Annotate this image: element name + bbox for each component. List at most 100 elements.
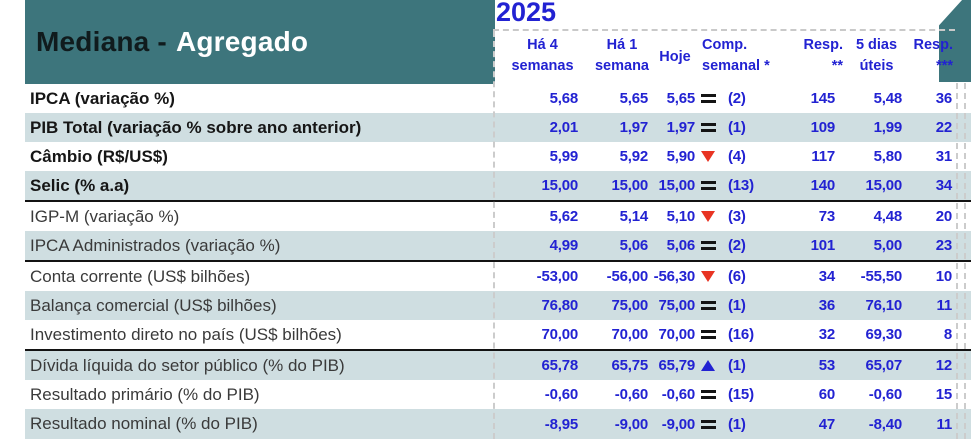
value-today: -56,30 [653, 268, 696, 285]
table-row: Resultado primário (% do PIB) -0,60 -0,60-… [25, 380, 971, 409]
value-5-business-days: 69,30 [865, 326, 902, 343]
column-header-today: Hoje [659, 49, 691, 65]
column-header-4-weeks-ago: Há 4 semanas [511, 37, 574, 74]
respondents-count: 101 [810, 237, 836, 254]
respondents-count: 34 [818, 268, 835, 285]
value-1-week-ago: 15,00 [611, 177, 648, 194]
indicator-label: Investimento direto no país (US$ bilhões… [30, 324, 342, 344]
table-row: Câmbio (R$/US$) 5,99 5,92 5,90 (4) 117 5,80 31 [25, 142, 971, 171]
respondents-5-days-count: 11 [936, 415, 953, 433]
value-4-weeks-ago: 2,01 [549, 119, 579, 136]
arrow-down-icon [701, 211, 715, 222]
comparison-icon-cell [695, 390, 721, 399]
weekly-comparison-count: (4) [728, 148, 746, 165]
equal-icon [700, 301, 716, 310]
indicator-label: Dívida líquida do setor público (% do PI… [30, 355, 345, 375]
value-4-weeks-ago: 5,62 [549, 208, 579, 225]
indicator-label: Resultado nominal (% do PIB) [30, 414, 258, 433]
value-4-weeks-ago: -53,00 [536, 268, 579, 285]
value-4-weeks-ago: 76,80 [541, 297, 578, 314]
respondents-count: 53 [818, 357, 835, 374]
indicator-label: Conta corrente (US$ bilhões) [30, 266, 251, 286]
comparison-icon-cell [695, 211, 721, 222]
weekly-comparison-count: (1) [728, 415, 746, 433]
indicator-label: Câmbio (R$/US$) [30, 146, 168, 166]
column-header-respondents-3: Resp. *** [913, 37, 954, 74]
value-today: 5,90 [666, 148, 696, 165]
value-today: 5,10 [666, 208, 696, 225]
comparison-icon-cell [695, 330, 721, 339]
value-today: 65,79 [658, 357, 695, 374]
indicator-label: IGP-M (variação %) [30, 206, 180, 226]
respondents-5-days-count: 10 [935, 268, 952, 285]
comparison-icon-cell [695, 360, 721, 371]
respondents-count: 60 [818, 386, 835, 403]
weekly-comparison-count: (6) [728, 268, 746, 285]
value-1-week-ago: 5,65 [619, 90, 649, 107]
value-5-business-days: 4,48 [873, 208, 903, 225]
value-5-business-days: -0,60 [868, 386, 902, 403]
comparison-icon-cell [695, 94, 721, 103]
dashed-divider-horizontal [493, 29, 955, 31]
indicator-label: Balança comercial (US$ bilhões) [30, 295, 277, 315]
value-4-weeks-ago: 4,99 [549, 237, 579, 254]
value-today: -9,00 [661, 415, 695, 433]
value-today: 75,00 [658, 297, 695, 314]
value-today: 15,00 [658, 177, 695, 194]
table-rows: IPCA (variação %) 5,68 5,65 5,65 (2) 145 5,48 3… [25, 84, 971, 439]
equal-icon [700, 390, 716, 399]
respondents-count: 109 [810, 119, 836, 136]
respondents-count: 36 [818, 297, 835, 314]
dashed-divider-right-2 [964, 83, 966, 439]
value-4-weeks-ago: 15,00 [541, 177, 578, 194]
value-1-week-ago: -56,00 [606, 268, 649, 285]
value-5-business-days: 65,07 [865, 357, 902, 374]
equal-icon [700, 123, 716, 132]
value-1-week-ago: 5,92 [619, 148, 649, 165]
column-header-1-week-ago: Há 1 semana [594, 37, 649, 74]
value-5-business-days: -8,40 [868, 415, 902, 433]
value-today: -0,60 [661, 386, 695, 403]
column-header-5-business-days: 5 dias úteis [855, 37, 898, 74]
comparison-icon-cell [695, 271, 721, 282]
respondents-5-days-count: 11 [936, 297, 953, 314]
equal-icon [700, 181, 716, 190]
comparison-icon-cell [695, 241, 721, 250]
value-4-weeks-ago: -8,95 [544, 415, 578, 433]
weekly-comparison-count: (3) [728, 208, 746, 225]
equal-icon [700, 94, 716, 103]
value-today: 5,65 [666, 90, 696, 107]
value-1-week-ago: 75,00 [611, 297, 648, 314]
indicator-label: Resultado primário (% do PIB) [30, 384, 260, 404]
section-header-band: Mediana - Agregado [25, 0, 495, 84]
value-5-business-days: 15,00 [865, 177, 902, 194]
value-today: 5,06 [666, 237, 696, 254]
respondents-5-days-count: 31 [935, 148, 952, 165]
table-row: IPCA (variação %) 5,68 5,65 5,65 (2) 145 5,48 3… [25, 84, 971, 113]
value-5-business-days: 1,99 [873, 119, 903, 136]
table-row: Conta corrente (US$ bilhões) -53,00 -56,00… [25, 262, 971, 291]
arrow-down-icon [701, 151, 715, 162]
respondents-5-days-count: 34 [935, 177, 952, 194]
respondents-count: 32 [818, 326, 835, 343]
year-label: 2025 [496, 0, 557, 27]
weekly-comparison-count: (1) [728, 119, 746, 136]
value-5-business-days: 5,80 [873, 148, 903, 165]
value-1-week-ago: 65,75 [611, 357, 648, 374]
respondents-count: 140 [810, 177, 836, 194]
value-4-weeks-ago: 70,00 [541, 326, 578, 343]
value-today: 70,00 [658, 326, 695, 343]
dashed-divider-right-1 [956, 83, 958, 439]
respondents-count: 145 [810, 90, 836, 107]
indicator-label: IPCA Administrados (variação %) [30, 235, 281, 255]
group-separator [25, 200, 971, 202]
respondents-count: 73 [818, 208, 835, 225]
weekly-comparison-count: (1) [728, 357, 746, 374]
weekly-comparison-count: (15) [728, 386, 754, 403]
weekly-comparison-count: (13) [728, 177, 754, 194]
respondents-5-days-count: 23 [935, 237, 952, 254]
weekly-comparison-count: (1) [728, 297, 746, 314]
value-1-week-ago: 5,14 [619, 208, 649, 225]
respondents-count: 117 [811, 148, 835, 165]
table-row: Dívida líquida do setor público (% do PI… [25, 351, 971, 380]
